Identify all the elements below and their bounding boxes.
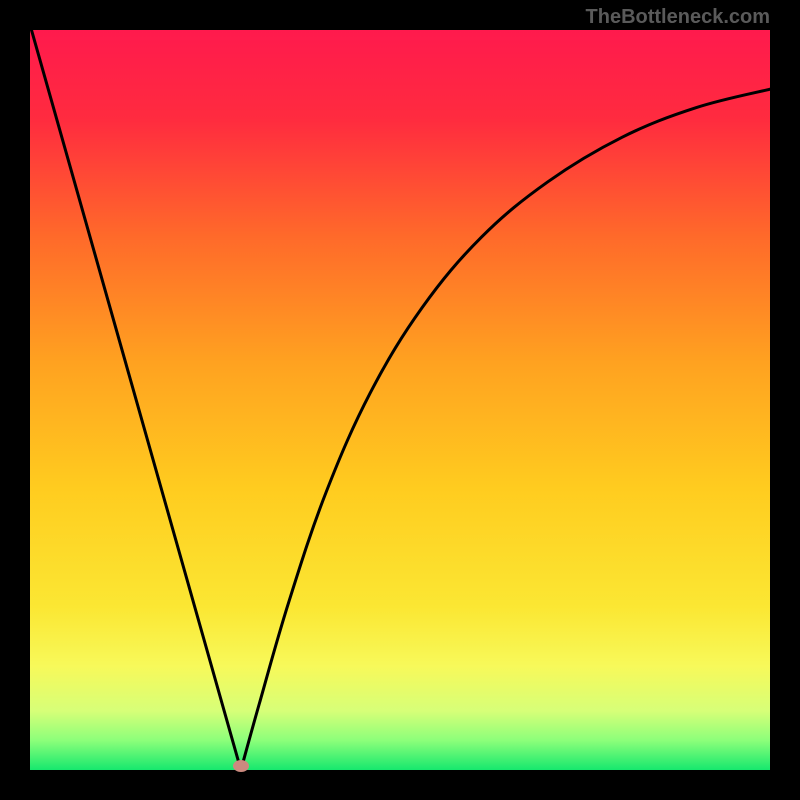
chart-frame: TheBottleneck.com: [0, 0, 800, 800]
bottleneck-chart-svg: [30, 30, 770, 770]
watermark-text: TheBottleneck.com: [586, 6, 770, 29]
gradient-background: [30, 30, 770, 770]
plot-area: [30, 30, 770, 770]
minimum-marker: [233, 760, 249, 772]
